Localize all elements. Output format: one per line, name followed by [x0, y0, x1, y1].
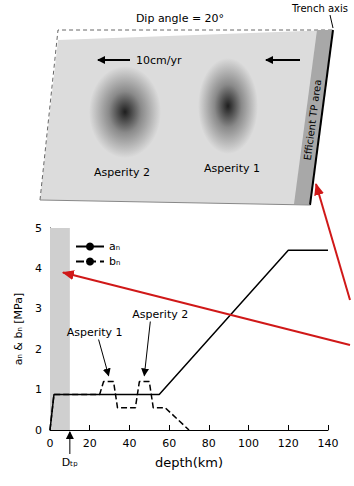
svg-text:140: 140 — [318, 437, 339, 450]
svg-text:60: 60 — [162, 437, 176, 450]
svg-text:aₙ: aₙ — [109, 240, 120, 253]
svg-text:Dip angle = 20°: Dip angle = 20° — [136, 12, 224, 25]
svg-text:3: 3 — [35, 302, 42, 315]
svg-text:2: 2 — [35, 343, 42, 356]
svg-text:Asperity 2: Asperity 2 — [132, 308, 188, 321]
svg-text:1: 1 — [35, 383, 42, 396]
svg-text:Trench axis: Trench axis — [291, 3, 348, 14]
svg-text:0: 0 — [47, 437, 54, 450]
svg-text:depth(km): depth(km) — [155, 455, 223, 470]
svg-text:Dₜₚ: Dₜₚ — [62, 456, 79, 469]
svg-text:Asperity 1: Asperity 1 — [67, 326, 123, 339]
svg-text:aₙ & bₙ [MPa]: aₙ & bₙ [MPa] — [12, 293, 25, 366]
svg-text:10cm/yr: 10cm/yr — [136, 54, 182, 67]
svg-text:100: 100 — [238, 437, 259, 450]
svg-text:Efficient TP area: Efficient TP area — [302, 79, 323, 161]
svg-text:80: 80 — [202, 437, 216, 450]
svg-text:Asperity 2: Asperity 2 — [94, 166, 150, 179]
svg-text:40: 40 — [122, 437, 136, 450]
svg-text:bₙ: bₙ — [109, 255, 120, 268]
svg-text:20: 20 — [83, 437, 97, 450]
svg-text:4: 4 — [35, 262, 42, 275]
svg-text:Asperity 1: Asperity 1 — [204, 162, 260, 175]
svg-text:120: 120 — [278, 437, 299, 450]
svg-text:0: 0 — [35, 424, 42, 437]
svg-text:5: 5 — [35, 222, 42, 235]
